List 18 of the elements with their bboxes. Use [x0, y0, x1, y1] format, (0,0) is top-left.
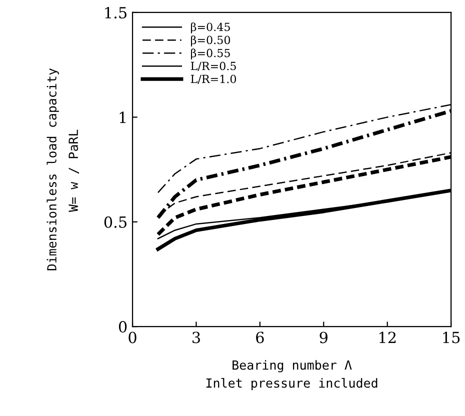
- y-axis-title: Dimensionless load capacity: [46, 68, 59, 270]
- x-tick-label: 9: [320, 332, 328, 344]
- y-tick-label: 1: [120, 112, 126, 123]
- text: W= w / PaRL: [68, 130, 80, 212]
- x-tick-label: 0: [128, 332, 136, 344]
- x-tick-label: 12: [379, 332, 396, 344]
- x-tick-label: 15: [443, 332, 460, 344]
- x-tick-label: 3: [192, 332, 200, 344]
- y-tick-label: 1.5: [105, 6, 126, 18]
- y-tick-label: 0.5: [104, 216, 126, 228]
- legend-label: β=0.55: [191, 48, 230, 60]
- x-tick-label: 6: [256, 332, 264, 344]
- legend-label: β=0.45: [191, 22, 230, 34]
- legend-label: L/R=1.0: [190, 74, 236, 84]
- y-tick-label: 0: [118, 321, 127, 333]
- legend-label: β=0.50: [191, 36, 230, 46]
- x-axis-title: Bearing number Λ Inlet pressure included: [206, 360, 378, 390]
- legend-label: L/R=0.5: [190, 62, 236, 72]
